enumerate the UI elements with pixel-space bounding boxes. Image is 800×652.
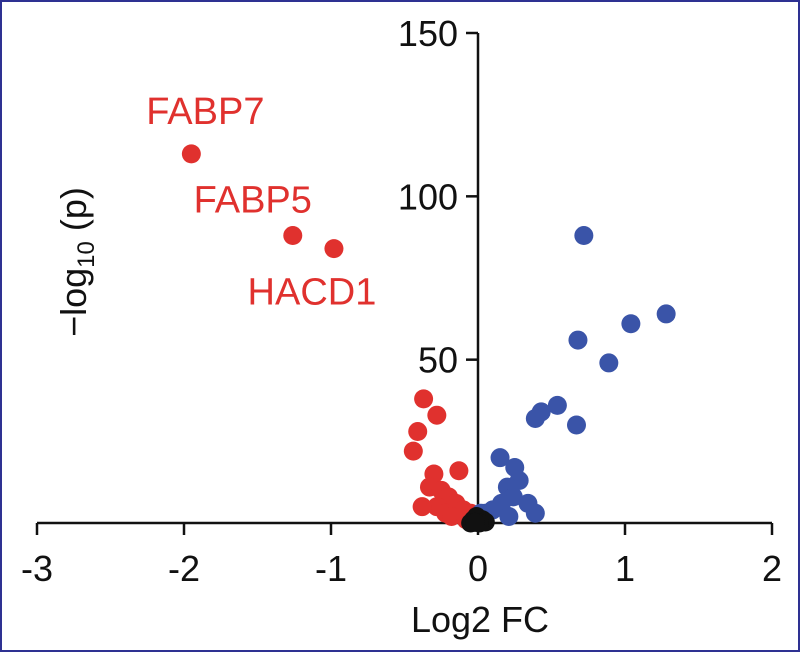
point-annotations: FABP7 FABP5 HACD1 (146, 91, 376, 314)
y-axis-title: −log10 (p) (53, 187, 100, 337)
x-axis-title: Log2 FC (411, 599, 549, 640)
data-point-down (449, 461, 469, 481)
data-point-down (414, 389, 434, 409)
gene-label-fabp7: FABP7 (146, 91, 264, 133)
data-point-up (490, 448, 510, 468)
data-point-up (599, 353, 619, 373)
y-axis-title-prefix: −log (53, 268, 94, 337)
y-tick-label: 100 (398, 176, 458, 217)
data-point-down (427, 405, 447, 425)
y-tick-label: 50 (418, 340, 458, 381)
data-point-up (568, 330, 588, 350)
y-tick-label: 150 (398, 13, 458, 54)
data-points (181, 144, 676, 533)
x-tick-label: 1 (615, 548, 635, 589)
x-tick-label: -2 (168, 548, 200, 589)
data-point-down (408, 422, 428, 442)
x-tick-label: 0 (468, 548, 488, 589)
x-tick-label: -1 (315, 548, 347, 589)
y-axis-title-subscript: 10 (73, 241, 100, 268)
data-point-down (412, 497, 432, 517)
data-point-down (442, 506, 462, 526)
gene-label-fabp5: FABP5 (194, 180, 312, 222)
y-axis-title-suffix: (p) (53, 187, 94, 241)
data-point-up (525, 503, 545, 523)
data-point-up (621, 314, 641, 334)
data-point-up (547, 395, 567, 415)
data-point-down (181, 144, 201, 164)
data-point-up (499, 506, 519, 526)
data-point-down (403, 441, 423, 461)
gene-label-hacd1: HACD1 (248, 272, 377, 314)
data-point-up (574, 226, 594, 246)
data-point-up (525, 408, 545, 428)
data-point-down (324, 239, 344, 259)
x-tick-label: 2 (762, 548, 782, 589)
data-point-down (283, 226, 303, 246)
data-point-ns (465, 512, 485, 532)
data-point-up (656, 304, 676, 324)
axes: -3 -2 -1 0 1 2 50 100 150 (21, 13, 782, 589)
x-tick-label: -3 (21, 548, 53, 589)
data-point-up (566, 415, 586, 435)
